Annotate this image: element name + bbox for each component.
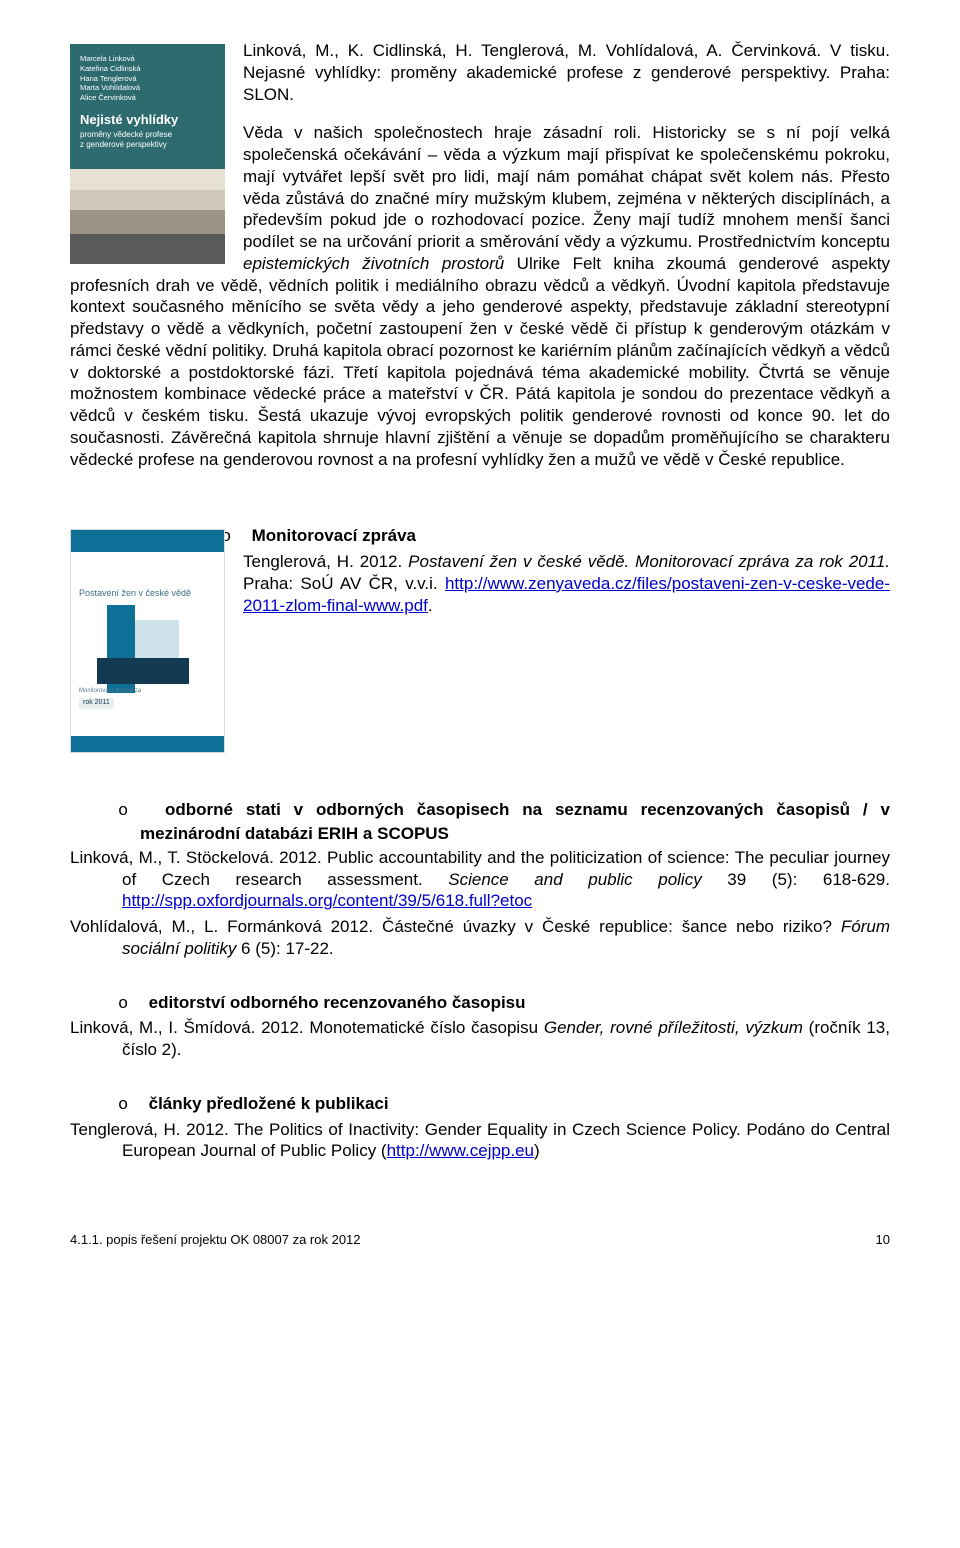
link-monitor-report-pdf[interactable]: http://www.zenyaveda.cz/files/postaveni-…	[243, 574, 890, 615]
cover1-decor-layer	[70, 210, 225, 236]
cover1-title: Nejisté vyhlídky	[80, 112, 178, 129]
cover2-sub: Monitorovací zpráva za	[79, 688, 141, 696]
bullet-icon: o	[118, 1096, 149, 1115]
heading-text: články předložené k publikaci	[149, 1094, 389, 1113]
heading-text: odborné stati v odborných časopisech na …	[140, 800, 890, 843]
italic-journal: Fórum sociální politiky	[122, 917, 890, 958]
italic-journal: Science and public policy	[448, 870, 701, 889]
heading-submitted: o články předložené k publikaci	[70, 1093, 890, 1117]
italic-term: epistemických životních prostorů	[243, 254, 504, 273]
page-footer: 4.1.1. popis řešení projektu OK 08007 za…	[70, 1232, 890, 1249]
book-cover-postaveni-zen: Postavení žen v české vědě Monitorovací …	[70, 529, 225, 753]
cover2-bar	[97, 658, 189, 684]
entry-journal-article: Linková, M., T. Stöckelová. 2012. Public…	[70, 847, 890, 912]
bullet-icon: o	[118, 802, 165, 821]
cover2-title: Postavení žen v české vědě	[79, 588, 191, 600]
footer-page-number: 10	[876, 1232, 890, 1249]
heading-text: editorství odborného recenzovaného časop…	[149, 993, 526, 1012]
entry-submitted: Tenglerová, H. 2012. The Politics of Ina…	[70, 1119, 890, 1163]
italic-journal: Gender, rovné příležitosti, výzkum	[544, 1018, 803, 1037]
bullet-icon: o	[118, 995, 149, 1014]
book-cover-nejiste-vyhlidky: Marcela Linková Kateřina Cidlinská Hana …	[70, 44, 225, 264]
heading-journal-articles: o odborné stati v odborných časopisech n…	[70, 799, 890, 845]
link-article[interactable]: http://spp.oxfordjournals.org/content/39…	[122, 891, 532, 910]
cover2-band-bottom	[71, 736, 224, 752]
cover1-subtitle: proměny vědecké profese z genderové pers…	[80, 130, 172, 149]
entry-editorship: Linková, M., I. Šmídová. 2012. Monotemat…	[70, 1017, 890, 1061]
cover1-decor	[70, 169, 225, 264]
bullet-icon: o	[221, 528, 252, 547]
footer-left: 4.1.1. popis řešení projektu OK 08007 za…	[70, 1232, 361, 1249]
link-cejpp[interactable]: http://www.cejpp.eu	[387, 1141, 534, 1160]
heading-text: Monitorovací zpráva	[252, 526, 416, 545]
cover2-year: rok 2011	[79, 698, 114, 709]
entry-journal-article: Vohlídalová, M., L. Formánková 2012. Čás…	[70, 916, 890, 960]
italic-title: Postavení žen v české vědě. Monitorovací…	[408, 552, 890, 571]
cover1-decor-layer	[70, 234, 225, 264]
heading-editorship: o editorství odborného recenzovaného čas…	[70, 992, 890, 1016]
cover1-authors: Marcela Linková Kateřina Cidlinská Hana …	[80, 54, 140, 103]
cover2-band-top	[71, 530, 224, 552]
